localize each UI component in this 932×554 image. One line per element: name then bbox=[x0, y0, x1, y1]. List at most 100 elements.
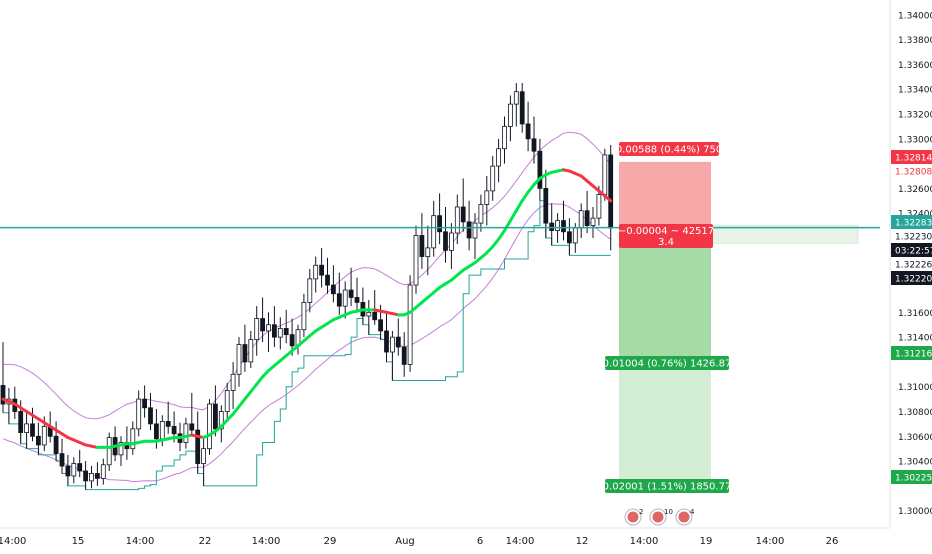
candle-body bbox=[195, 429, 201, 464]
time-tick: 15 bbox=[72, 536, 85, 547]
ma-segment bbox=[526, 183, 536, 194]
position-zones bbox=[619, 161, 859, 483]
candle-body bbox=[596, 194, 602, 219]
candle-body bbox=[165, 421, 171, 427]
candle-body bbox=[608, 154, 614, 229]
candle-body bbox=[413, 235, 419, 286]
stop-label-bg bbox=[619, 142, 719, 156]
candle-body bbox=[65, 465, 71, 477]
event-markers: 2 10 4 bbox=[624, 508, 695, 526]
price-tick: 1.34000 bbox=[898, 11, 932, 21]
price-badge-stop-loss-upper-bg bbox=[891, 150, 932, 164]
flag-icon bbox=[652, 511, 664, 523]
candle-body bbox=[189, 423, 195, 431]
time-tick: 26 bbox=[826, 536, 839, 547]
entry-label-bg bbox=[619, 224, 713, 248]
candle-body bbox=[602, 154, 608, 195]
price-badge-countdown-bg bbox=[891, 243, 932, 257]
target1-label-bg bbox=[605, 356, 729, 370]
ma-segment bbox=[603, 194, 613, 203]
time-tick: 14:00 bbox=[756, 536, 785, 547]
candle-body bbox=[454, 206, 460, 234]
candle-body bbox=[384, 330, 389, 353]
price-badge-stop-loss-lower-bg bbox=[891, 164, 932, 178]
candles bbox=[0, 83, 614, 490]
candle-body bbox=[254, 318, 260, 341]
candle-body bbox=[578, 210, 584, 229]
ma-segment bbox=[231, 405, 241, 416]
candle-body bbox=[555, 220, 560, 231]
candle-body bbox=[224, 390, 230, 412]
candle-body bbox=[496, 148, 502, 167]
candle-body bbox=[443, 231, 448, 251]
candle-body bbox=[519, 91, 525, 125]
candle-body bbox=[584, 210, 590, 226]
time-axis[interactable]: 14:00 15 14:00 22 14:00 29 Aug 6 14:00 12 14:00 19 1… bbox=[0, 527, 890, 547]
candle-body bbox=[260, 318, 266, 332]
candle-body bbox=[537, 150, 543, 189]
ma-segment bbox=[491, 237, 501, 249]
price-badge-stop-loss-lower: 1.32808 bbox=[895, 168, 932, 178]
candle-body bbox=[549, 222, 555, 231]
time-tick: 19 bbox=[700, 536, 713, 547]
candle-body bbox=[313, 264, 319, 280]
price-tick: 1.33800 bbox=[898, 36, 932, 46]
candle-body bbox=[472, 222, 478, 239]
candle-body bbox=[106, 437, 112, 466]
price-tick: 1.33400 bbox=[898, 86, 932, 96]
candle-body bbox=[431, 215, 437, 249]
price-tick: 1.30600 bbox=[898, 433, 932, 443]
candle-body bbox=[567, 231, 572, 244]
candle-body bbox=[212, 403, 218, 430]
candle-body bbox=[572, 227, 578, 244]
candle-body bbox=[95, 473, 100, 479]
candle-body bbox=[71, 463, 77, 477]
time-tick: Aug bbox=[395, 536, 415, 547]
candle-body bbox=[319, 264, 325, 276]
candle-body bbox=[395, 336, 401, 348]
price-badge-bid: 1.32226 bbox=[895, 261, 932, 271]
target2-label-bg bbox=[605, 479, 729, 493]
candle-body bbox=[307, 278, 313, 303]
candle-body bbox=[543, 187, 549, 224]
candle-body bbox=[401, 346, 407, 365]
price-tick: 1.30000 bbox=[898, 507, 932, 517]
price-tick: 1.33600 bbox=[898, 61, 932, 71]
candle-body bbox=[142, 398, 148, 409]
candle-body bbox=[136, 398, 142, 430]
candle-body bbox=[100, 464, 106, 479]
flag-icon bbox=[678, 511, 690, 523]
candle-body bbox=[330, 284, 336, 295]
price-tick: 1.30400 bbox=[898, 458, 932, 468]
target1-label: 0.01004 (0.76%) 1426.87 bbox=[603, 359, 732, 370]
candle-body bbox=[336, 293, 342, 307]
time-tick: 12 bbox=[576, 536, 589, 547]
candle-body bbox=[207, 403, 212, 450]
time-tick: 14:00 bbox=[506, 536, 535, 547]
candle-body bbox=[484, 190, 490, 205]
event-count: 10 bbox=[664, 508, 673, 516]
candle-body bbox=[561, 220, 566, 233]
price-axis[interactable]: 1.34000 1.33800 1.33600 1.33400 1.33200 1.330… bbox=[889, 0, 932, 528]
candle-body bbox=[0, 385, 6, 405]
candle-body bbox=[478, 204, 484, 224]
price-tick: 1.33200 bbox=[898, 111, 932, 121]
price-badge-bid-bg bbox=[891, 257, 932, 271]
candle-body bbox=[148, 407, 153, 425]
candle-body bbox=[30, 423, 35, 437]
entry-ratio-label: 3.4 bbox=[658, 237, 674, 248]
candle-body bbox=[419, 235, 425, 257]
price-badge-last-price-bg bbox=[891, 215, 932, 229]
price-badge-take-profit-1-bg bbox=[891, 346, 932, 360]
price-badge-take-profit-2-bg bbox=[891, 470, 932, 484]
candle-body bbox=[77, 463, 83, 472]
candle-body bbox=[289, 334, 295, 347]
ma-segment bbox=[249, 382, 259, 394]
price-badge-take-profit-1: 1.31216 bbox=[895, 350, 932, 360]
candle-body bbox=[59, 453, 65, 467]
moving-average bbox=[1, 168, 613, 449]
